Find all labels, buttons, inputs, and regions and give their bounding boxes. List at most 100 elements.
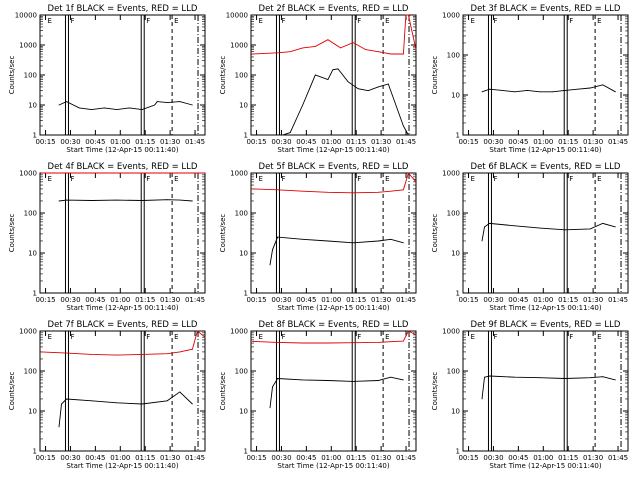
data-point bbox=[166, 102, 168, 104]
data-point bbox=[141, 172, 143, 174]
data-point bbox=[166, 199, 168, 201]
data-point bbox=[252, 340, 253, 342]
plot-frame bbox=[462, 14, 629, 136]
x-tick-label: 00:15 bbox=[246, 138, 266, 146]
plot-frame bbox=[39, 330, 206, 452]
x-axis-title: Start Time (12-Apr-15 00:11:40) bbox=[66, 462, 178, 470]
x-tick-label: 00:15 bbox=[458, 454, 478, 462]
x-tick-label: 00:30 bbox=[271, 138, 291, 146]
data-point bbox=[302, 104, 304, 106]
y-axis-title: Counts/sec bbox=[431, 214, 439, 253]
y-tick-label: 10 bbox=[451, 250, 460, 258]
data-point bbox=[615, 379, 616, 381]
x-axis-title: Start Time (12-Apr-15 00:11:40) bbox=[66, 304, 178, 312]
data-point bbox=[66, 398, 67, 400]
panel-title: Det 7f BLACK = Events, RED = LLD bbox=[48, 320, 198, 330]
events-series-line bbox=[481, 84, 616, 93]
y-tick-label: 1 bbox=[33, 290, 37, 298]
data-point bbox=[390, 376, 392, 378]
data-point bbox=[166, 400, 168, 402]
y-axis-title: Counts/sec bbox=[219, 214, 227, 253]
panel-title: Det 9f BLACK = Events, RED = LLD bbox=[471, 320, 621, 330]
y-axis-title: Counts/sec bbox=[8, 56, 16, 95]
x-tick-label: 01:45 bbox=[185, 138, 205, 146]
x-tick-label: 01:00 bbox=[533, 296, 553, 304]
y-tick-label: 1000 bbox=[230, 42, 248, 50]
event-marker-label: E bbox=[471, 333, 475, 341]
data-point bbox=[179, 351, 181, 353]
event-marker-label: E bbox=[48, 175, 52, 183]
x-tick-label: 01:00 bbox=[110, 454, 130, 462]
data-point bbox=[66, 172, 67, 174]
data-point bbox=[514, 376, 516, 378]
data-point bbox=[564, 378, 566, 379]
data-point bbox=[539, 227, 541, 229]
data-point bbox=[289, 132, 291, 134]
data-point bbox=[340, 47, 341, 49]
x-tick-label: 00:45 bbox=[85, 138, 105, 146]
data-point bbox=[539, 91, 541, 93]
x-tick-label: 00:45 bbox=[508, 454, 528, 462]
x-tick-label: 01:30 bbox=[371, 138, 391, 146]
data-point bbox=[61, 403, 62, 405]
y-tick-label: 100 bbox=[447, 210, 460, 218]
x-tick-label: 01:30 bbox=[160, 296, 180, 304]
x-axis-title: Start Time (12-Apr-15 00:11:40) bbox=[277, 304, 389, 312]
data-point bbox=[352, 342, 354, 344]
data-point bbox=[141, 109, 143, 111]
x-tick-label: 00:15 bbox=[246, 296, 266, 304]
event-marker-label: E bbox=[174, 17, 178, 25]
data-point bbox=[41, 172, 42, 174]
event-marker-label: E bbox=[385, 17, 389, 25]
x-tick-label: 01:15 bbox=[135, 296, 155, 304]
data-point bbox=[408, 134, 409, 136]
x-tick-label: 01:45 bbox=[185, 454, 205, 462]
panel-det-8: Det 8f BLACK = Events, RED = LLD 1 10 100 10… bbox=[219, 320, 417, 470]
y-tick-label: 100 bbox=[235, 72, 248, 80]
x-tick-label: 00:45 bbox=[296, 454, 316, 462]
event-marker-label: F bbox=[281, 333, 285, 341]
panel-det-6: Det 6f BLACK = Events, RED = LLD 1 10 100 10… bbox=[431, 162, 629, 312]
data-point bbox=[602, 84, 604, 86]
event-marker-label: F bbox=[493, 17, 497, 25]
y-tick-label: 10 bbox=[28, 250, 37, 258]
data-point bbox=[91, 354, 93, 355]
x-tick-label: 01:00 bbox=[533, 138, 553, 146]
data-point bbox=[116, 402, 118, 404]
x-tick-label: 00:15 bbox=[35, 296, 55, 304]
y-tick-label: 10 bbox=[239, 102, 248, 110]
data-point bbox=[337, 68, 339, 70]
panel-title: Det 1f BLACK = Events, RED = LLD bbox=[48, 4, 198, 14]
data-point bbox=[602, 376, 604, 378]
x-tick-label: 00:30 bbox=[60, 296, 80, 304]
x-tick-label: 01:00 bbox=[110, 138, 130, 146]
data-point bbox=[327, 240, 329, 242]
event-marker-label: E bbox=[259, 175, 263, 183]
x-tick-label: 01:00 bbox=[533, 454, 553, 462]
data-point bbox=[390, 190, 392, 192]
x-tick-label: 01:45 bbox=[608, 454, 628, 462]
data-point bbox=[327, 342, 329, 344]
y-tick-label: 10000 bbox=[226, 12, 248, 20]
data-point bbox=[403, 53, 404, 55]
y-tick-label: 1 bbox=[33, 132, 37, 140]
x-tick-label: 00:15 bbox=[458, 296, 478, 304]
x-tick-label: 01:30 bbox=[371, 454, 391, 462]
data-point bbox=[269, 264, 271, 266]
data-point bbox=[309, 86, 311, 88]
panel-det-4: Det 4f BLACK = Events, RED = LLD 1 10 100 10… bbox=[8, 162, 206, 312]
data-point bbox=[514, 225, 516, 227]
data-point bbox=[141, 403, 143, 405]
event-marker-label: F bbox=[357, 175, 361, 183]
data-point bbox=[252, 188, 253, 190]
x-tick-label: 01:15 bbox=[558, 296, 578, 304]
data-point bbox=[277, 341, 278, 343]
data-point bbox=[252, 53, 253, 55]
x-tick-label: 00:45 bbox=[296, 296, 316, 304]
x-tick-label: 00:45 bbox=[508, 296, 528, 304]
y-tick-label: 10 bbox=[451, 408, 460, 416]
event-marker-label: F bbox=[281, 17, 285, 25]
panel-title: Det 4f BLACK = Events, RED = LLD bbox=[48, 162, 198, 172]
data-point bbox=[403, 242, 404, 244]
y-tick-label: 1 bbox=[33, 448, 37, 456]
